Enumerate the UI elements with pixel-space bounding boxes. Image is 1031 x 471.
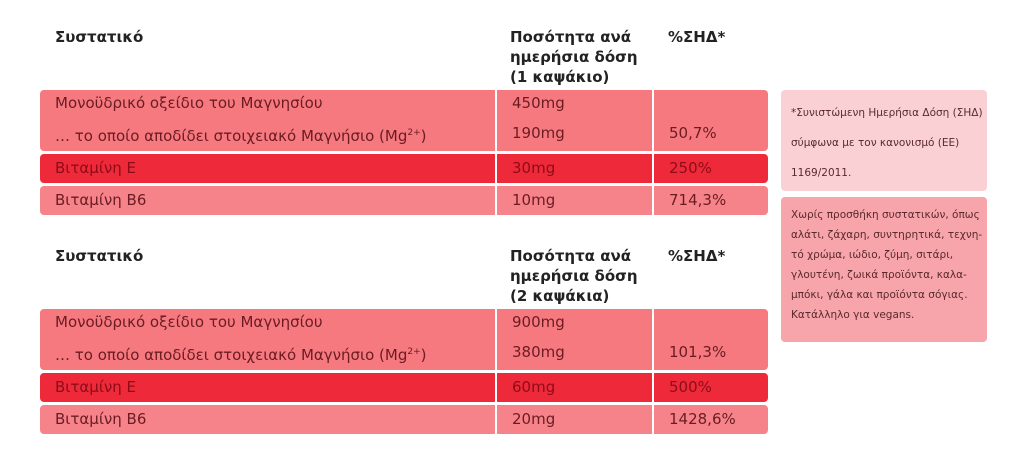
table-cell: 10mg (497, 186, 652, 215)
ingredient-name: Μονοϋδρικό οξείδιο του Μαγνησίου (55, 313, 323, 331)
ingredient-name: … το οποίο αποδίδει στοιχειακό Μαγνήσιο … (55, 342, 427, 365)
amount: 60mg (512, 378, 556, 396)
note-line: μπόκι, γάλα και προϊόντα σόγιας. (791, 289, 968, 301)
amount: 30mg (512, 159, 556, 177)
amount: 380mg (512, 343, 565, 361)
table-cell: 900mg 380mg (497, 309, 652, 370)
header-ingredient: Συστατικό (55, 28, 144, 46)
header-rda: %ΣΗΔ* (668, 247, 726, 265)
amount: 190mg (512, 124, 565, 142)
table-cell: 101,3% (654, 309, 768, 370)
table-cell: 1428,6% (654, 405, 768, 434)
ingredient-name: Βιταμίνη Ε (55, 159, 137, 177)
table-cell: 250% (654, 154, 768, 183)
table-cell: 30mg (497, 154, 652, 183)
table-cell: Βιταμίνη Ε (40, 154, 495, 183)
text-part: 2+ (407, 347, 421, 357)
table-cell: Βιταμίνη Β6 (40, 186, 495, 215)
ingredient-name: Βιταμίνη Β6 (55, 191, 147, 209)
table-cell: Μονοϋδρικό οξείδιο του Μαγνησίου … το οπο… (40, 309, 495, 370)
ingredient-name: … το οποίο αποδίδει στοιχειακό Μαγνήσιο … (55, 123, 427, 146)
rda-percent: 500% (669, 378, 712, 396)
amount: 900mg (512, 313, 565, 331)
rda-percent: 714,3% (669, 191, 727, 209)
note-line: Κατάλληλο για vegans. (791, 309, 915, 321)
note-line: σύμφωνα με τον κανονισμό (ΕΕ) (791, 137, 960, 149)
ingredient-name: Μονοϋδρικό οξείδιο του Μαγνησίου (55, 94, 323, 112)
table-cell: 60mg (497, 373, 652, 402)
table-cell: 714,3% (654, 186, 768, 215)
ingredient-name: Βιταμίνη Ε (55, 378, 137, 396)
rda-percent: 50,7% (669, 124, 717, 142)
note-line: Χωρίς προσθήκη συστατικών, όπως (791, 209, 980, 221)
header-amount: Ποσότητα ανά ημερήσια δόση (1 καψάκιο) (510, 28, 638, 86)
amount: 20mg (512, 410, 556, 428)
table-cell: 50,7% (654, 90, 768, 151)
table-cell: 500% (654, 373, 768, 402)
table-cell: Μονοϋδρικό οξείδιο του Μαγνησίου … το οπο… (40, 90, 495, 151)
header-ingredient: Συστατικό (55, 247, 144, 265)
note-line: αλάτι, ζάχαρη, συντηρητικά, τεχνη- (791, 229, 983, 241)
rda-percent: 101,3% (669, 343, 727, 361)
note-line: τό χρώμα, ιώδιο, ζύμη, σιτάρι, (791, 249, 954, 261)
text-part: ) (420, 346, 427, 364)
text-part: ) (420, 127, 427, 145)
table-cell: Βιταμίνη Β6 (40, 405, 495, 434)
note-line: γλουτένη, ζωικά προϊόντα, καλα- (791, 269, 967, 281)
table-cell: Βιταμίνη Ε (40, 373, 495, 402)
amount: 10mg (512, 191, 556, 209)
table-cell: 20mg (497, 405, 652, 434)
rda-percent: 250% (669, 159, 712, 177)
header-rda: %ΣΗΔ* (668, 28, 726, 46)
ingredient-name: Βιταμίνη Β6 (55, 410, 147, 428)
note-box: Χωρίς προσθήκη συστατικών, όπως αλάτι, ζά… (781, 197, 987, 342)
note-line: 1169/2011. (791, 167, 852, 179)
amount: 450mg (512, 94, 565, 112)
rda-percent: 1428,6% (669, 410, 736, 428)
note-line: *Συνιστώμενη Ημερήσια Δόση (ΣΗΔ) (791, 107, 983, 119)
note-box: *Συνιστώμενη Ημερήσια Δόση (ΣΗΔ) σύμφωνα … (781, 90, 987, 191)
text-part: … το οποίο αποδίδει στοιχειακό Μαγνήσιο … (55, 346, 408, 364)
table-cell: 450mg 190mg (497, 90, 652, 151)
text-part: … το οποίο αποδίδει στοιχειακό Μαγνήσιο … (55, 127, 408, 145)
header-amount: Ποσότητα ανά ημερήσια δόση (2 καψάκια) (510, 247, 638, 305)
text-part: 2+ (407, 128, 421, 138)
